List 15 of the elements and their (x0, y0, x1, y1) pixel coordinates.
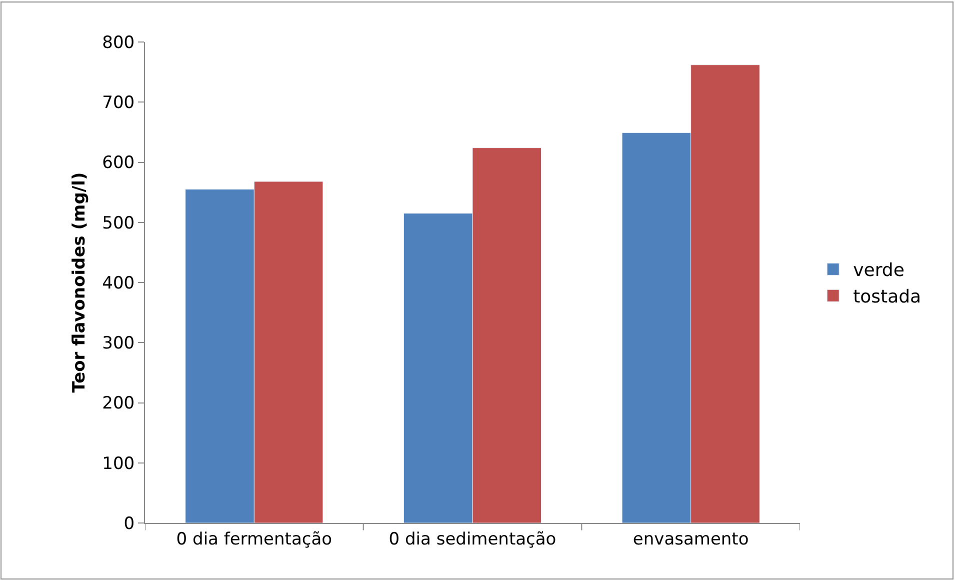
y-tick-label: 600 (102, 153, 135, 174)
y-tick-label: 700 (102, 93, 135, 114)
legend-label: tostada (853, 286, 922, 308)
y-tick-label: 100 (102, 454, 135, 474)
x-tick-label: 0 dia sedimentação (388, 529, 556, 550)
y-tick-label: 200 (102, 394, 135, 414)
y-tick-label: 800 (102, 32, 135, 53)
y-tick-label: 500 (102, 213, 135, 234)
x-tick-label: envasamento (632, 529, 749, 550)
y-tick-label: 300 (102, 334, 135, 354)
legend-label: verde (853, 260, 904, 282)
y-axis-title: Teor flavonoides (mg/l) (70, 172, 90, 393)
x-tick-label: 0 dia fermentação (176, 529, 332, 550)
y-tick-label: 0 (124, 514, 135, 534)
y-tick-label: 400 (102, 273, 135, 294)
